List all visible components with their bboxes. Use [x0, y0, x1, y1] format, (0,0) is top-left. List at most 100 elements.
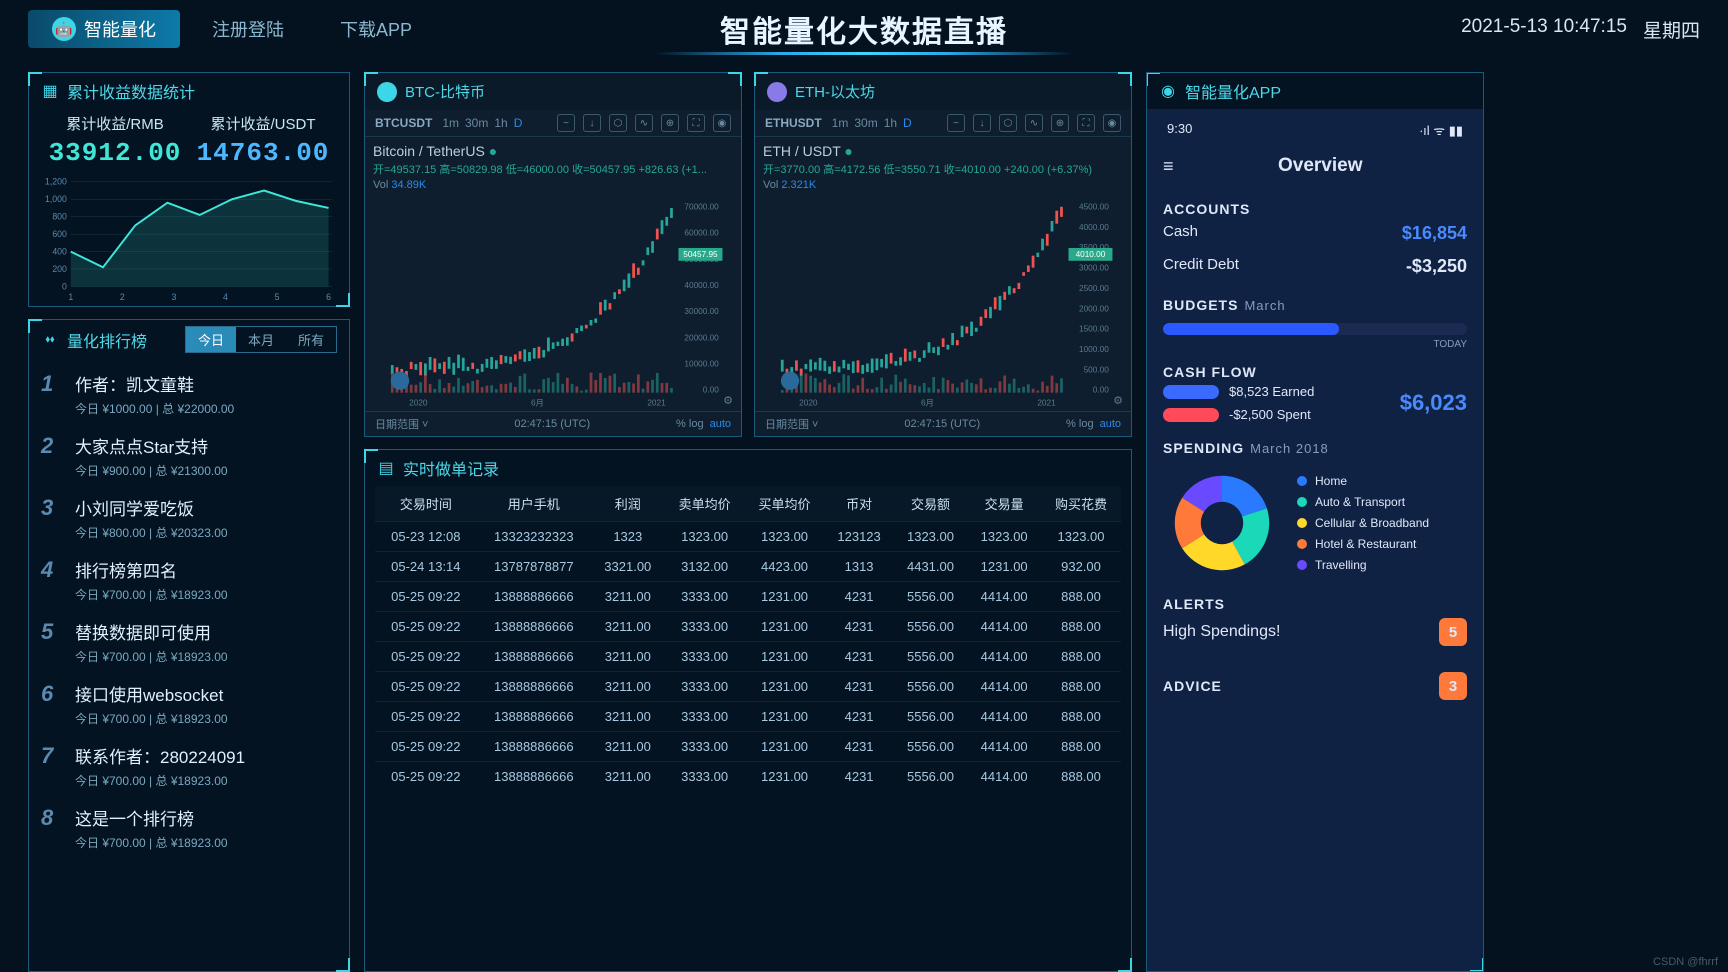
tv-tool-1-icon[interactable]: ↓ [583, 114, 601, 132]
table-row: 05-25 09:22138888866663211.003333.001231… [375, 582, 1121, 612]
tf-D[interactable]: D [903, 116, 912, 130]
svg-text:800: 800 [52, 212, 67, 222]
rank-item-title: 接口使用websocket [75, 681, 337, 706]
tv-tool-2-icon[interactable]: ⬡ [609, 114, 627, 132]
rank-tab-2[interactable]: 所有 [286, 327, 336, 352]
rank-item[interactable]: 3小刘同学爱吃饭今日 ¥800.00 | 总 ¥20323.00 [41, 487, 337, 549]
phone-status-icons: ∙ıl ᯤ ▮▮ [1419, 121, 1463, 139]
rank-item-title: 联系作者：280224091 [75, 743, 337, 768]
rank-item[interactable]: 2大家点点Star支持今日 ¥900.00 | 总 ¥21300.00 [41, 425, 337, 487]
tv-tool-0-icon[interactable]: ~ [557, 114, 575, 132]
tv-pair: ETH / USDT ● [763, 143, 1123, 159]
tv-vol: Vol 34.89K [373, 179, 733, 191]
tv-auto[interactable]: auto [710, 418, 731, 430]
spent-text: -$2,500 Spent [1229, 407, 1311, 422]
nav-tab-2[interactable]: 下载APP [316, 10, 436, 48]
tv-tool-0-icon[interactable]: ~ [947, 114, 965, 132]
tv-tool-6-icon[interactable]: ◉ [1103, 114, 1121, 132]
svg-text:0.00: 0.00 [1093, 386, 1109, 395]
rank-item[interactable]: 4排行榜第四名今日 ¥700.00 | 总 ¥18923.00 [41, 549, 337, 611]
col-header: 卖单均价 [665, 486, 745, 522]
advice-badge[interactable]: 3 [1439, 672, 1467, 700]
tv-toolbar: ETHUSDT 1m 30m 1h D ~ ↓ ⬡ ∿ ⊕ ⛶ ◉ [755, 110, 1131, 137]
tv-tool-5-icon[interactable]: ⛶ [1077, 114, 1095, 132]
tv-tool-4-icon[interactable]: ⊕ [661, 114, 679, 132]
tv-symbol[interactable]: BTCUSDT [375, 116, 432, 130]
svg-text:1: 1 [68, 292, 73, 302]
svg-text:60000.00: 60000.00 [684, 229, 719, 238]
date-text: 2021-5-13 10:47:15 [1461, 16, 1627, 43]
tf-30m[interactable]: 30m [465, 116, 488, 130]
eth-panel: ETH-以太坊 ETHUSDT 1m 30m 1h D ~ ↓ ⬡ ∿ ⊕ ⛶ ◉ ETH / USD… [754, 72, 1132, 437]
table-row: 05-24 13:14137878788773321.003132.004423… [375, 552, 1121, 582]
rank-number: 5 [41, 619, 61, 645]
svg-text:1500.00: 1500.00 [1079, 325, 1109, 334]
tv-tool-4-icon[interactable]: ⊕ [1051, 114, 1069, 132]
rank-item-sub: 今日 ¥800.00 | 总 ¥20323.00 [75, 524, 337, 541]
spent-bar [1163, 408, 1219, 422]
tv-scale[interactable]: % log [676, 418, 704, 430]
tf-1m[interactable]: 1m [832, 116, 849, 130]
cash-value: $16,854 [1402, 223, 1467, 244]
tf-30m[interactable]: 30m [854, 116, 877, 130]
gear-icon[interactable]: ⚙ [723, 394, 733, 407]
alert-badge[interactable]: 5 [1439, 618, 1467, 646]
tv-tool-3-icon[interactable]: ∿ [1025, 114, 1043, 132]
rank-item[interactable]: 6接口使用websocket今日 ¥700.00 | 总 ¥18923.00 [41, 673, 337, 735]
tv-auto[interactable]: auto [1100, 418, 1121, 430]
tv-daterange[interactable]: 日期范围 ˅ [375, 416, 428, 432]
rank-item-title: 替换数据即可使用 [75, 619, 337, 644]
menu-icon[interactable]: ≡ [1163, 156, 1174, 177]
rank-number: 7 [41, 743, 61, 769]
svg-text:6月: 6月 [921, 399, 934, 408]
rank-item[interactable]: 5替换数据即可使用今日 ¥700.00 | 总 ¥18923.00 [41, 611, 337, 673]
rank-number: 8 [41, 805, 61, 831]
legend-item: Auto & Transport [1297, 495, 1429, 509]
rank-panel: ⬪⬪ 量化排行榜 今日本月所有 1作者：凯文童鞋今日 ¥1000.00 | 总 … [28, 319, 350, 972]
tf-1h[interactable]: 1h [884, 116, 897, 130]
svg-text:4000.00: 4000.00 [1079, 223, 1109, 232]
svg-text:0.00: 0.00 [703, 386, 719, 395]
tv-tool-1-icon[interactable]: ↓ [973, 114, 991, 132]
rank-tab-0[interactable]: 今日 [186, 327, 236, 352]
rank-item[interactable]: 8这是一个排行榜今日 ¥700.00 | 总 ¥18923.00 [41, 797, 337, 859]
datetime: 2021-5-13 10:47:15 星期四 [1461, 16, 1700, 43]
rank-item[interactable]: 1作者：凯文童鞋今日 ¥1000.00 | 总 ¥22000.00 [41, 363, 337, 425]
legend-dot [1297, 497, 1307, 507]
rank-item-sub: 今日 ¥1000.00 | 总 ¥22000.00 [75, 400, 337, 417]
svg-text:1000.00: 1000.00 [1079, 345, 1109, 354]
tf-1m[interactable]: 1m [442, 116, 459, 130]
tv-tool-2-icon[interactable]: ⬡ [999, 114, 1017, 132]
tv-chart-svg[interactable]: 4500.004000.003500.003000.002500.002000.… [755, 193, 1131, 411]
rank-list: 1作者：凯文童鞋今日 ¥1000.00 | 总 ¥22000.002大家点点St… [29, 359, 349, 867]
rank-item[interactable]: 7联系作者：280224091今日 ¥700.00 | 总 ¥18923.00 [41, 735, 337, 797]
rank-tab-1[interactable]: 本月 [236, 327, 286, 352]
nav-tab-0[interactable]: 🤖智能量化 [28, 10, 180, 48]
eth-name: ETH-以太坊 [795, 81, 875, 102]
table-row: 05-25 09:22138888866663211.003333.001231… [375, 732, 1121, 762]
nav-tab-1[interactable]: 注册登陆 [188, 10, 308, 48]
earned-bar [1163, 385, 1219, 399]
table-row: 05-25 09:22138888866663211.003333.001231… [375, 612, 1121, 642]
gear-icon[interactable]: ⚙ [1113, 394, 1123, 407]
tv-chart-svg[interactable]: 70000.0060000.0050000.0040000.0030000.00… [365, 193, 741, 411]
advice-title: ADVICE [1163, 678, 1222, 694]
stats-title: 累计收益数据统计 [67, 79, 195, 103]
svg-text:6月: 6月 [531, 399, 544, 408]
rank-item-sub: 今日 ¥900.00 | 总 ¥21300.00 [75, 462, 337, 479]
tv-toolbar: BTCUSDT 1m 30m 1h D ~ ↓ ⬡ ∿ ⊕ ⛶ ◉ [365, 110, 741, 137]
tf-1h[interactable]: 1h [494, 116, 507, 130]
alerts-title: ALERTS [1163, 596, 1467, 612]
svg-text:70000.00: 70000.00 [684, 202, 719, 211]
tv-scale[interactable]: % log [1066, 418, 1094, 430]
tv-tool-5-icon[interactable]: ⛶ [687, 114, 705, 132]
phone-time: 9:30 [1167, 121, 1192, 139]
tf-D[interactable]: D [514, 116, 523, 130]
budgets-month: March [1244, 298, 1285, 313]
tv-daterange[interactable]: 日期范围 ˅ [765, 416, 818, 432]
tv-symbol[interactable]: ETHUSDT [765, 116, 822, 130]
tv-tool-3-icon[interactable]: ∿ [635, 114, 653, 132]
rank-item-title: 小刘同学爱吃饭 [75, 495, 337, 520]
tv-tool-6-icon[interactable]: ◉ [713, 114, 731, 132]
tv-ohlc: 开=3770.00 高=4172.56 低=3550.71 收=4010.00 … [763, 161, 1123, 177]
